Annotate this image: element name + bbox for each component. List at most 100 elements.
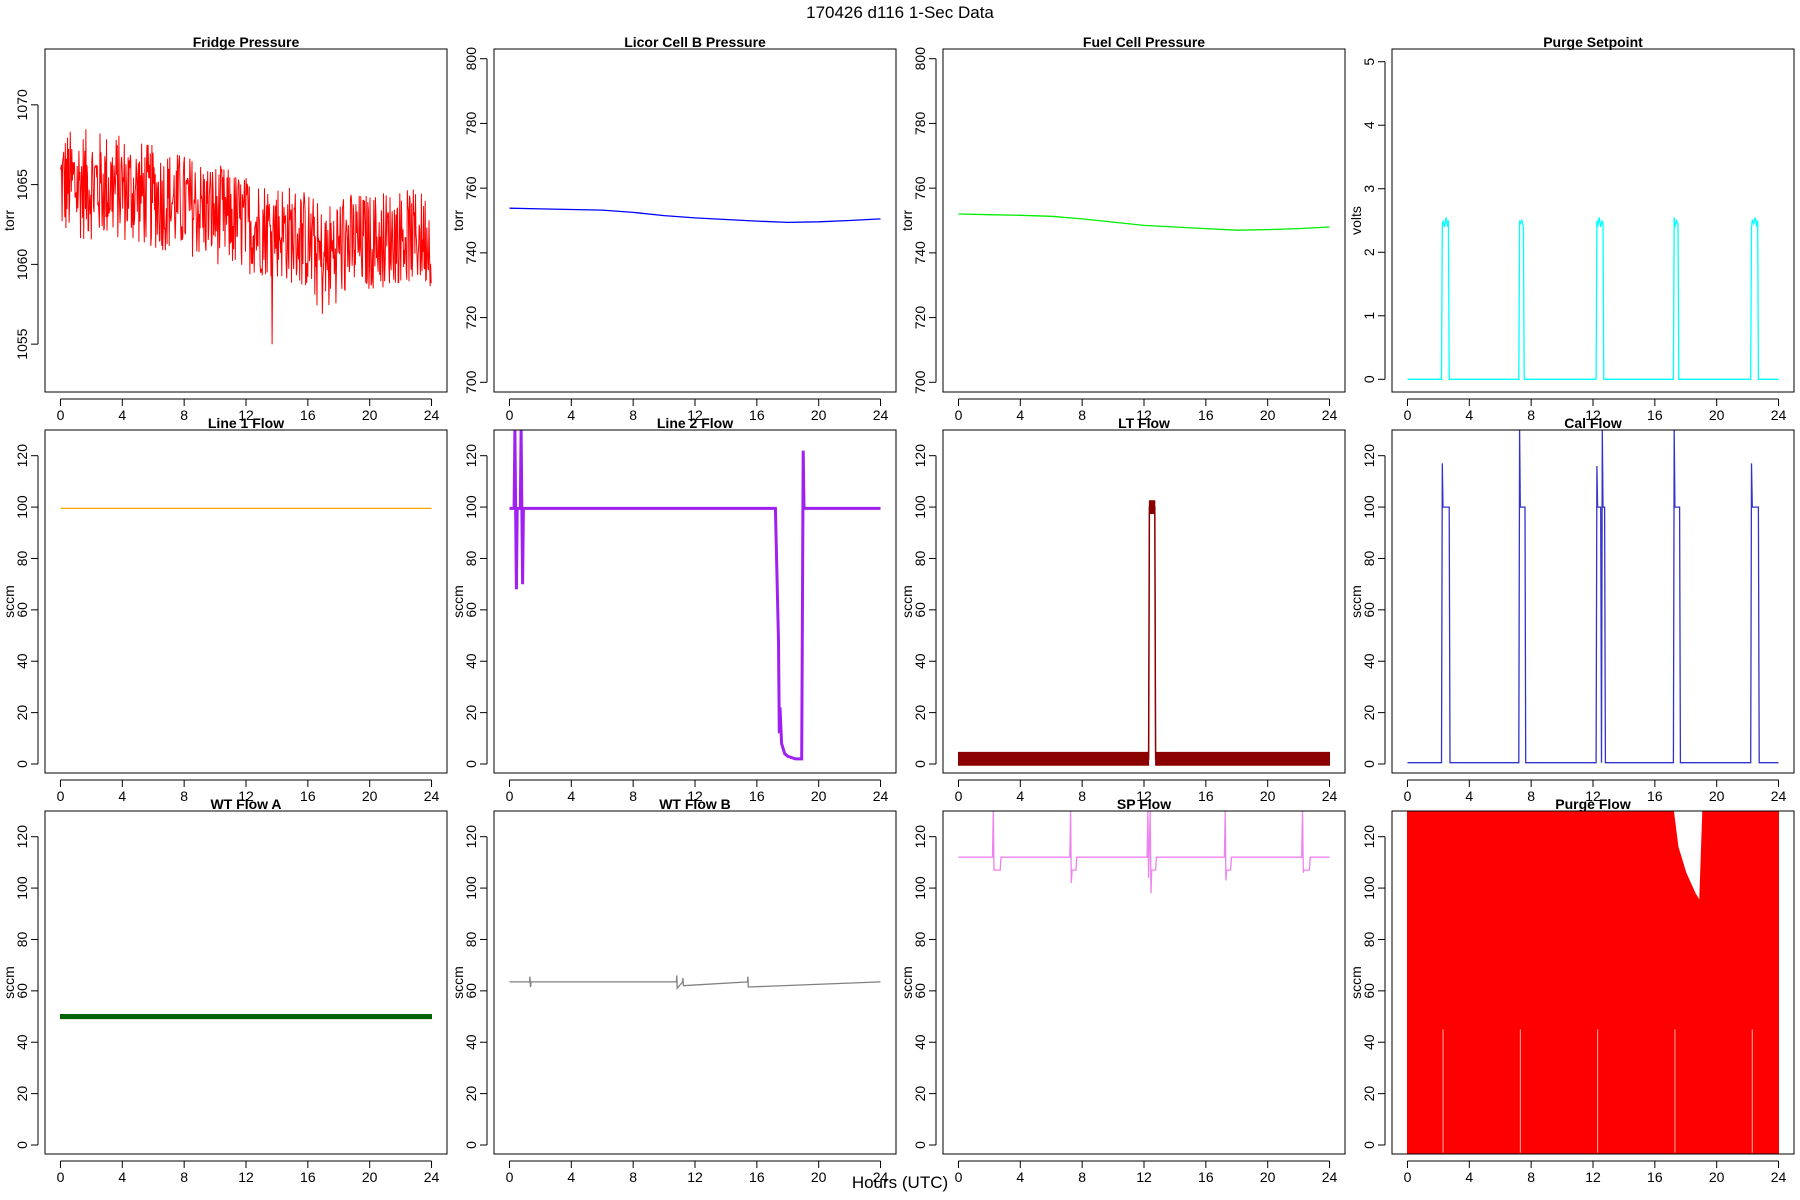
x-tick-label: 4 xyxy=(567,407,575,423)
panel-6: Line 2 Flow sccm 0 4 8 12 16 20 24 0 20 40 60 80 100 12… xyxy=(450,415,897,804)
y-tick-label: 120 xyxy=(1361,444,1377,468)
panel-7: LT Flow sccm 0 4 8 12 16 20 24 0 20 40 60 80 100 120 xyxy=(899,415,1346,804)
x-tick-label: 8 xyxy=(180,1169,188,1185)
data-layer xyxy=(509,430,881,761)
plot-frame xyxy=(942,810,1346,1155)
data-layer xyxy=(60,1014,432,1020)
x-axis: 0 4 8 12 16 20 24 xyxy=(1404,1160,1787,1185)
x-tick-label: 4 xyxy=(1465,788,1473,804)
y-axis-label: sccm xyxy=(899,585,915,618)
y-tick-label: 100 xyxy=(14,495,30,519)
y-tick-label: 1070 xyxy=(14,89,30,120)
x-tick-label: 24 xyxy=(424,1169,440,1185)
series-band xyxy=(958,500,1330,766)
y-axis: 0 20 40 60 80 100 120 xyxy=(912,444,937,768)
y-tick-label: 100 xyxy=(463,495,479,519)
data-layer xyxy=(1407,217,1779,380)
y-axis: 0 20 40 60 80 100 120 xyxy=(463,444,488,768)
x-axis: 0 4 8 12 16 20 24 xyxy=(1404,779,1787,804)
y-tick-label: 0 xyxy=(14,760,30,768)
y-axis-label: sccm xyxy=(450,966,466,999)
y-tick-label: 1 xyxy=(1361,312,1377,320)
panel-title: Fridge Pressure xyxy=(193,34,300,50)
panel-5: Line 1 Flow sccm 0 4 8 12 16 20 24 0 20 40 60 80 100 12… xyxy=(1,415,448,804)
x-tick-label: 0 xyxy=(955,1169,963,1185)
data-layer xyxy=(1407,811,1779,1154)
x-tick-label: 8 xyxy=(1527,407,1535,423)
x-tick-label: 4 xyxy=(1465,407,1473,423)
x-tick-label: 20 xyxy=(362,407,378,423)
y-tick-label: 20 xyxy=(463,705,479,721)
plot-frame xyxy=(1391,810,1795,1155)
y-tick-label: 60 xyxy=(1361,602,1377,618)
series-line xyxy=(1407,217,1779,380)
y-tick-label: 80 xyxy=(463,550,479,566)
data-layer xyxy=(1407,430,1779,764)
x-tick-label: 12 xyxy=(687,788,703,804)
y-tick-label: 3 xyxy=(1361,185,1377,193)
y-tick-label: 40 xyxy=(14,1034,30,1050)
y-tick-label: 740 xyxy=(912,241,928,265)
y-tick-label: 800 xyxy=(463,47,479,71)
y-tick-label: 100 xyxy=(1361,495,1377,519)
x-tick-label: 4 xyxy=(1016,1169,1024,1185)
panel-title: Purge Flow xyxy=(1555,796,1631,812)
y-tick-label: 60 xyxy=(14,983,30,999)
panel-11: SP Flow sccm 0 4 8 12 16 20 24 0 20 40 60 80 100 120 xyxy=(899,796,1346,1185)
x-tick-label: 12 xyxy=(1136,1169,1152,1185)
x-tick-label: 8 xyxy=(629,1169,637,1185)
y-tick-label: 1060 xyxy=(14,249,30,280)
x-tick-label: 20 xyxy=(362,788,378,804)
y-tick-label: 120 xyxy=(1361,825,1377,849)
y-tick-label: 5 xyxy=(1361,58,1377,66)
x-tick-label: 12 xyxy=(687,407,703,423)
panel-title: Purge Setpoint xyxy=(1543,34,1643,50)
x-tick-label: 24 xyxy=(873,788,889,804)
y-tick-label: 80 xyxy=(14,931,30,947)
plot-frame xyxy=(44,48,448,393)
figure-title: 170426 d116 1-Sec Data xyxy=(806,3,994,22)
x-tick-label: 8 xyxy=(629,788,637,804)
y-axis: 700 720 740 760 780 800 xyxy=(463,47,488,394)
y-tick-label: 100 xyxy=(912,876,928,900)
x-tick-label: 0 xyxy=(506,407,514,423)
x-tick-label: 16 xyxy=(749,1169,765,1185)
panel-8: Cal Flow sccm 0 4 8 12 16 20 24 0 20 40 60 80 100 120 xyxy=(1348,415,1795,804)
x-axis: 0 4 8 12 16 20 24 xyxy=(955,779,1338,804)
x-tick-label: 20 xyxy=(1260,1169,1276,1185)
x-tick-label: 4 xyxy=(567,1169,575,1185)
x-tick-label: 8 xyxy=(1078,407,1086,423)
y-tick-label: 80 xyxy=(463,931,479,947)
data-layer xyxy=(509,975,881,991)
x-axis: 0 4 8 12 16 20 24 xyxy=(955,398,1338,423)
data-layer xyxy=(958,811,1330,894)
y-axis: 700 720 740 760 780 800 xyxy=(912,47,937,394)
x-tick-label: 16 xyxy=(749,788,765,804)
y-axis: 0 20 40 60 80 100 120 xyxy=(463,825,488,1149)
panel-title: Fuel Cell Pressure xyxy=(1083,34,1205,50)
x-tick-label: 8 xyxy=(1527,788,1535,804)
y-tick-label: 760 xyxy=(463,176,479,200)
y-tick-label: 80 xyxy=(1361,550,1377,566)
y-tick-label: 60 xyxy=(14,602,30,618)
x-tick-label: 24 xyxy=(1771,1169,1787,1185)
x-tick-label: 20 xyxy=(811,788,827,804)
x-tick-label: 16 xyxy=(1198,407,1214,423)
x-axis: 0 4 8 12 16 20 24 xyxy=(57,1160,440,1185)
y-tick-label: 80 xyxy=(14,550,30,566)
x-tick-label: 24 xyxy=(1771,407,1787,423)
y-tick-label: 20 xyxy=(463,1086,479,1102)
y-tick-label: 120 xyxy=(14,444,30,468)
y-axis-label: torr xyxy=(450,210,466,231)
series-line xyxy=(509,430,881,761)
y-axis: 0 1 2 3 4 5 xyxy=(1361,58,1386,383)
y-tick-label: 120 xyxy=(463,444,479,468)
x-tick-label: 0 xyxy=(1404,788,1412,804)
series-line xyxy=(509,207,881,224)
y-tick-label: 100 xyxy=(912,495,928,519)
y-axis-label: sccm xyxy=(1,966,17,999)
y-axis-label: sccm xyxy=(1348,966,1364,999)
x-tick-label: 0 xyxy=(1404,1169,1412,1185)
x-tick-label: 24 xyxy=(1322,407,1338,423)
